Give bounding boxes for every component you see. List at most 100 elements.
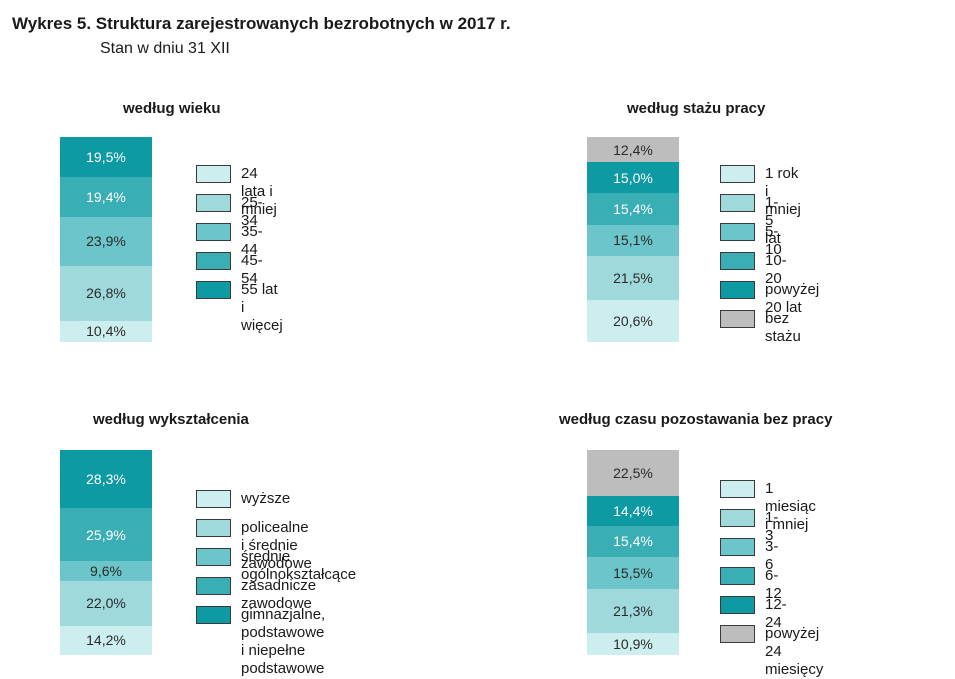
legend-swatch	[720, 480, 755, 498]
legend-item: 25-34	[196, 194, 263, 230]
legend-item: 6-12	[720, 567, 782, 603]
legend-label: 1 miesiąc i mniej	[765, 480, 816, 533]
bar-segment: 19,4%	[60, 176, 152, 217]
legend-swatch	[720, 194, 755, 212]
data-label: 12,4%	[613, 141, 653, 158]
legend-swatch	[196, 165, 231, 183]
legend-item: bez stażu	[720, 310, 801, 346]
stacked-bar-unemployment-duration: 10,9% 21,3% 15,5% 15,4% 14,4% 22,5%	[587, 450, 679, 655]
legend-swatch	[196, 606, 231, 624]
legend-label: 1-3	[765, 509, 779, 544]
stacked-bar-age: 10,4% 26,8% 23,9% 19,4% 19,5%	[60, 137, 152, 342]
data-label: 15,1%	[613, 232, 653, 249]
legend-swatch	[196, 223, 231, 241]
legend-item: 45-54	[196, 252, 263, 288]
legend-item: 10-20	[720, 252, 787, 288]
legend-item: policealne i średnie zawodowe	[196, 519, 312, 573]
panel-title-unemployment-duration: według czasu pozostawania bez pracy	[559, 411, 833, 428]
legend-item: 1-3	[720, 509, 778, 545]
legend-label: policealne i średnie zawodowe	[241, 519, 312, 572]
legend-swatch	[196, 548, 231, 566]
bar-segment: 22,5%	[587, 450, 679, 497]
legend-swatch	[720, 223, 755, 241]
data-label: 26,8%	[86, 285, 126, 302]
legend-swatch	[720, 509, 755, 527]
legend-swatch	[720, 538, 755, 556]
data-label: 10,9%	[613, 635, 653, 652]
legend-swatch	[196, 577, 231, 595]
data-label: 21,3%	[613, 602, 653, 619]
data-label: 10,4%	[86, 323, 126, 340]
bar-segment: 14,2%	[60, 625, 152, 655]
data-label: 15,4%	[613, 200, 653, 217]
legend-label: 5-10	[765, 223, 782, 258]
data-label: 22,5%	[613, 465, 653, 482]
legend-label: powyżej 20 lat	[765, 281, 820, 316]
data-label: 9,6%	[90, 562, 122, 579]
legend-swatch	[720, 596, 755, 614]
stacked-bar-seniority: 20,6% 21,5% 15,1% 15,4% 15,0% 12,4%	[587, 137, 679, 342]
legend-label: zasadnicze zawodowe	[241, 577, 317, 612]
data-label: 15,0%	[613, 169, 653, 186]
bar-segment: 15,4%	[587, 525, 679, 558]
data-label: 15,4%	[613, 533, 653, 550]
legend-label: 1-5 lat	[765, 194, 781, 247]
bar-segment: 19,5%	[60, 137, 152, 177]
legend-swatch	[720, 567, 755, 585]
legend-item: 5-10	[720, 223, 782, 259]
legend-swatch	[720, 252, 755, 270]
legend-item: wyższe	[196, 490, 290, 508]
chart-title: Wykres 5. Struktura zarejestrowanych bez…	[12, 14, 511, 33]
bar-segment: 23,9%	[60, 216, 152, 266]
bar-segment: 28,3%	[60, 450, 152, 508]
legend-item: 1 rok i mniej	[720, 165, 801, 219]
legend-swatch	[196, 519, 231, 537]
bar-segment: 14,4%	[587, 496, 679, 526]
bar-segment: 21,5%	[587, 255, 679, 300]
panel-title-education: według wykształcenia	[93, 411, 249, 428]
bar-segment: 22,0%	[60, 580, 152, 626]
data-label: 22,0%	[86, 595, 126, 612]
legend-item: 55 lat i więcej	[196, 281, 283, 335]
data-label: 19,5%	[86, 148, 126, 165]
legend-item: 1-5 lat	[720, 194, 781, 248]
bar-segment: 15,0%	[587, 162, 679, 194]
legend-label: 55 lat i więcej	[241, 281, 283, 334]
bar-segment: 15,5%	[587, 557, 679, 589]
legend-swatch	[720, 165, 755, 183]
legend-label: 3-6	[765, 538, 779, 573]
legend-item: 12-24	[720, 596, 787, 632]
legend-label: średnie ogólnokształcące	[241, 548, 357, 583]
legend-swatch	[196, 490, 231, 508]
bar-segment: 25,9%	[60, 508, 152, 562]
data-label: 14,2%	[86, 632, 126, 649]
legend-swatch	[720, 281, 755, 299]
legend-item: powyżej 24 miesięcy	[720, 625, 823, 679]
legend-label: bez stażu	[765, 310, 801, 345]
legend-label: 35-44	[241, 223, 263, 258]
bar-segment: 12,4%	[587, 137, 679, 163]
legend-label: 1 rok i mniej	[765, 165, 801, 218]
bar-segment: 26,8%	[60, 265, 152, 321]
legend-item: 3-6	[720, 538, 778, 574]
legend-item: gimnazjalne, podstawowe i niepełne podst…	[196, 606, 325, 678]
legend-item: 1 miesiąc i mniej	[720, 480, 816, 534]
bar-segment: 20,6%	[587, 299, 679, 342]
legend-swatch	[196, 194, 231, 212]
legend-label: 24 lata i mniej	[241, 165, 277, 218]
legend-label: powyżej 24 miesięcy	[765, 625, 824, 678]
bar-segment: 10,9%	[587, 632, 679, 655]
data-label: 25,9%	[86, 526, 126, 543]
legend-label: wyższe	[241, 490, 291, 507]
legend-label: 6-12	[765, 567, 782, 602]
legend-label: 12-24	[765, 596, 787, 631]
bar-segment: 10,4%	[60, 320, 152, 342]
bar-segment: 9,6%	[60, 561, 152, 581]
legend-swatch	[196, 252, 231, 270]
data-label: 23,9%	[86, 233, 126, 250]
legend-label: gimnazjalne, podstawowe i niepełne podst…	[241, 606, 326, 677]
legend-label: 25-34	[241, 194, 263, 229]
legend-swatch	[720, 310, 755, 328]
legend-swatch	[720, 625, 755, 643]
legend-item: powyżej 20 lat	[720, 281, 819, 317]
